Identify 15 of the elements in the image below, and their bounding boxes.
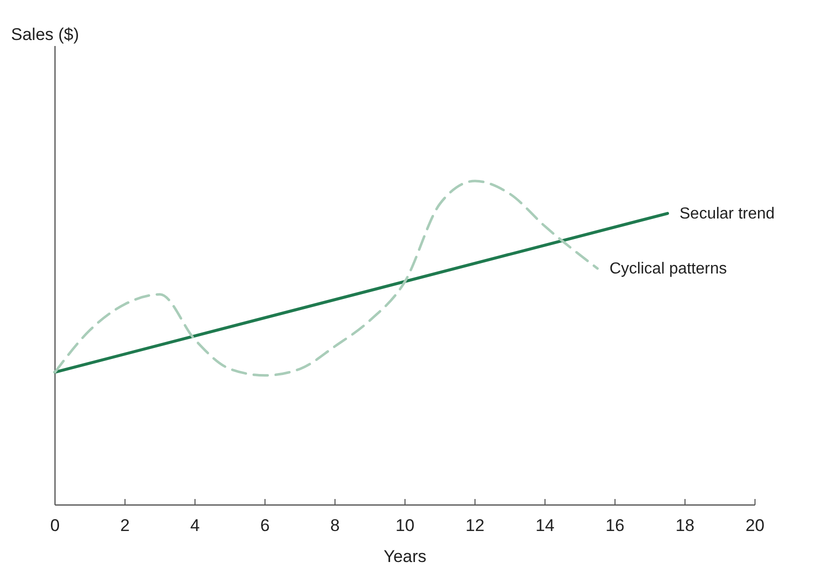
series-label: Cyclical patterns xyxy=(610,260,727,278)
x-tick-label: 12 xyxy=(466,516,484,535)
x-tick-label: 0 xyxy=(50,516,60,535)
x-tick-label: 16 xyxy=(606,516,624,535)
x-tick-label: 8 xyxy=(330,516,340,535)
x-tick-label: 2 xyxy=(120,516,130,535)
x-tick-label: 4 xyxy=(190,516,200,535)
x-axis-title: Years xyxy=(384,547,426,566)
series-label: Secular trend xyxy=(680,205,775,222)
x-tick-label: 6 xyxy=(260,516,270,535)
x-tick-label: 14 xyxy=(536,516,554,535)
x-tick-label: 20 xyxy=(746,516,764,535)
text: Sales ($) xyxy=(11,25,80,44)
x-tick-label: 10 xyxy=(396,516,414,535)
x-tick-label: 18 xyxy=(676,516,694,535)
